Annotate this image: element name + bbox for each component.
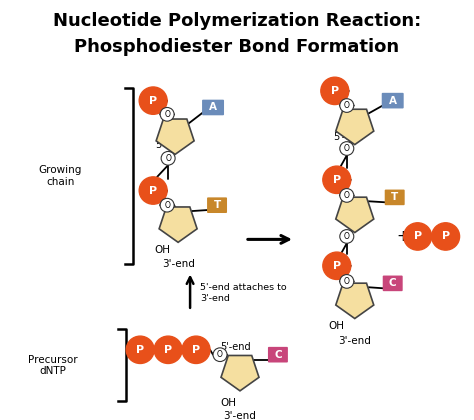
Text: 5'-end: 5'-end xyxy=(333,132,364,142)
Polygon shape xyxy=(159,207,197,242)
Circle shape xyxy=(160,108,174,121)
Text: C: C xyxy=(274,350,282,360)
Text: O: O xyxy=(164,110,170,119)
Text: Phosphodiester Bond Formation: Phosphodiester Bond Formation xyxy=(74,38,400,56)
Circle shape xyxy=(340,275,354,288)
Text: Nucleotide Polymerization Reaction:: Nucleotide Polymerization Reaction: xyxy=(53,13,421,31)
Polygon shape xyxy=(156,119,194,155)
Text: O: O xyxy=(344,191,350,200)
Text: Precursor
dNTP: Precursor dNTP xyxy=(27,354,77,376)
Text: P: P xyxy=(149,96,157,106)
FancyBboxPatch shape xyxy=(385,189,405,205)
Text: O: O xyxy=(164,201,170,210)
Text: O: O xyxy=(344,232,350,241)
Text: 3'-end: 3'-end xyxy=(338,336,371,346)
Circle shape xyxy=(340,189,354,202)
FancyBboxPatch shape xyxy=(268,347,288,362)
Text: P: P xyxy=(136,345,144,355)
Text: T: T xyxy=(391,192,398,202)
Circle shape xyxy=(139,177,167,204)
Polygon shape xyxy=(336,283,374,318)
Text: P: P xyxy=(333,261,341,271)
Text: P: P xyxy=(149,186,157,196)
Text: O: O xyxy=(344,277,350,286)
Text: C: C xyxy=(389,278,397,289)
Circle shape xyxy=(161,152,175,165)
Text: P: P xyxy=(331,86,339,96)
Circle shape xyxy=(323,166,351,194)
Circle shape xyxy=(213,348,227,362)
Text: A: A xyxy=(389,96,397,106)
Circle shape xyxy=(323,252,351,279)
Circle shape xyxy=(340,230,354,243)
Circle shape xyxy=(139,87,167,114)
Circle shape xyxy=(340,99,354,113)
Text: 3'-end: 3'-end xyxy=(224,411,256,420)
Circle shape xyxy=(432,223,460,250)
Text: A: A xyxy=(209,102,217,113)
FancyBboxPatch shape xyxy=(383,276,403,291)
Text: OH: OH xyxy=(329,321,345,331)
Text: P: P xyxy=(333,175,341,185)
Circle shape xyxy=(404,223,432,250)
Text: 5'-end: 5'-end xyxy=(155,139,186,150)
Text: 5'-end attaches to
3'-end: 5'-end attaches to 3'-end xyxy=(200,284,287,303)
Text: O: O xyxy=(217,350,223,359)
Text: OH: OH xyxy=(154,245,170,255)
Polygon shape xyxy=(336,197,374,233)
Text: OH: OH xyxy=(220,398,236,407)
Circle shape xyxy=(182,336,210,363)
Text: O: O xyxy=(165,154,171,163)
Circle shape xyxy=(340,142,354,155)
Polygon shape xyxy=(336,109,374,144)
Text: O: O xyxy=(344,144,350,153)
Text: 3'-end: 3'-end xyxy=(162,259,194,269)
FancyBboxPatch shape xyxy=(207,197,227,213)
Circle shape xyxy=(126,336,154,363)
Circle shape xyxy=(160,198,174,212)
Text: P: P xyxy=(442,231,450,241)
Text: 5'-end: 5'-end xyxy=(219,342,250,352)
Text: +: + xyxy=(396,229,409,244)
Circle shape xyxy=(321,77,349,105)
Text: O: O xyxy=(344,101,350,110)
FancyBboxPatch shape xyxy=(202,100,224,116)
Text: T: T xyxy=(213,200,221,210)
FancyBboxPatch shape xyxy=(382,93,404,108)
Text: P: P xyxy=(192,345,200,355)
Circle shape xyxy=(154,336,182,363)
Text: Growing
chain: Growing chain xyxy=(39,165,82,186)
Polygon shape xyxy=(221,355,259,391)
Text: P: P xyxy=(414,231,422,241)
Text: P: P xyxy=(164,345,172,355)
